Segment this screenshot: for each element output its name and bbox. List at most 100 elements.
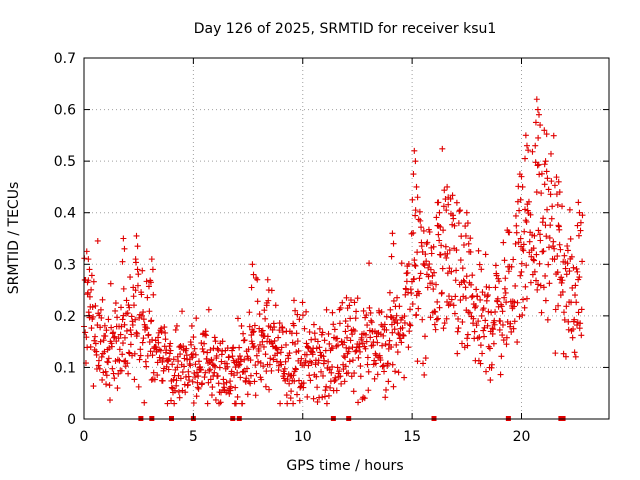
data-point xyxy=(112,307,119,314)
data-point xyxy=(238,322,245,329)
data-point xyxy=(95,357,102,364)
data-point xyxy=(380,332,387,339)
data-point xyxy=(512,282,519,289)
data-point xyxy=(409,196,416,203)
data-point xyxy=(564,260,571,267)
data-point xyxy=(293,330,300,337)
data-point xyxy=(483,368,490,375)
data-point xyxy=(236,361,243,368)
data-point xyxy=(547,222,554,229)
data-point xyxy=(503,341,510,348)
data-point xyxy=(114,314,121,321)
data-point xyxy=(131,302,138,309)
data-point xyxy=(270,356,277,363)
data-point xyxy=(151,376,158,383)
data-point xyxy=(433,316,440,323)
data-point xyxy=(565,318,572,325)
data-point xyxy=(412,262,419,269)
data-point xyxy=(267,355,274,362)
data-point xyxy=(168,384,175,391)
data-point xyxy=(416,290,423,297)
data-point xyxy=(455,220,462,227)
data-point xyxy=(566,268,573,275)
data-point xyxy=(177,375,184,382)
data-point xyxy=(570,264,577,271)
data-point xyxy=(529,148,536,155)
data-point xyxy=(285,355,292,362)
data-point xyxy=(537,237,544,244)
data-point xyxy=(555,302,562,309)
data-point xyxy=(191,370,198,377)
data-point xyxy=(401,374,408,381)
data-point xyxy=(558,279,565,286)
data-point xyxy=(490,340,497,347)
data-point xyxy=(525,198,532,205)
data-point xyxy=(476,261,483,268)
data-point xyxy=(460,241,467,248)
data-point xyxy=(148,317,155,324)
data-point xyxy=(244,391,251,398)
data-point xyxy=(377,357,384,364)
data-point xyxy=(443,315,450,322)
data-point xyxy=(131,376,138,383)
data-point xyxy=(212,338,219,345)
data-point xyxy=(111,375,118,382)
data-point xyxy=(106,344,113,351)
data-point xyxy=(179,308,186,315)
data-point xyxy=(420,260,427,267)
data-point xyxy=(204,400,211,407)
data-point xyxy=(110,329,117,336)
data-point xyxy=(343,294,350,301)
data-point xyxy=(299,312,306,319)
data-point xyxy=(146,308,153,315)
data-point xyxy=(477,296,484,303)
data-point xyxy=(578,332,585,339)
data-point xyxy=(573,322,580,329)
data-point xyxy=(207,346,214,353)
data-point xyxy=(469,272,476,279)
data-point xyxy=(398,339,405,346)
data-point xyxy=(397,335,404,342)
data-point xyxy=(383,386,390,393)
data-point xyxy=(134,266,141,273)
data-point xyxy=(247,357,254,364)
data-point xyxy=(254,298,261,305)
y-tick-label: 0.6 xyxy=(54,103,76,119)
data-point xyxy=(88,325,95,332)
y-axis-label: SRMTID / TECUs xyxy=(6,182,22,295)
data-point xyxy=(467,235,474,242)
data-point xyxy=(250,344,257,351)
data-point xyxy=(115,335,122,342)
data-point xyxy=(292,366,299,373)
data-point xyxy=(92,333,99,340)
data-point xyxy=(264,333,271,340)
data-point xyxy=(133,232,140,239)
data-point xyxy=(371,375,378,382)
data-point xyxy=(511,318,518,325)
data-point xyxy=(578,306,585,313)
data-point xyxy=(203,355,210,362)
data-point xyxy=(389,361,396,368)
data-point xyxy=(465,240,472,247)
data-point xyxy=(205,306,212,313)
data-point xyxy=(344,334,351,341)
data-point xyxy=(101,348,108,355)
data-point xyxy=(533,189,540,196)
data-point xyxy=(134,282,141,289)
data-point xyxy=(450,302,457,309)
data-point xyxy=(389,329,396,336)
data-point xyxy=(407,322,414,329)
data-point xyxy=(143,363,150,370)
data-point xyxy=(354,295,361,302)
data-point xyxy=(154,372,161,379)
data-point xyxy=(359,340,366,347)
data-point xyxy=(227,378,234,385)
data-point xyxy=(148,256,155,263)
data-point xyxy=(556,226,563,233)
data-point xyxy=(200,348,207,355)
data-point xyxy=(116,357,123,364)
data-point xyxy=(323,400,330,407)
data-point xyxy=(271,337,278,344)
data-point xyxy=(237,374,244,381)
data-point xyxy=(436,209,443,216)
